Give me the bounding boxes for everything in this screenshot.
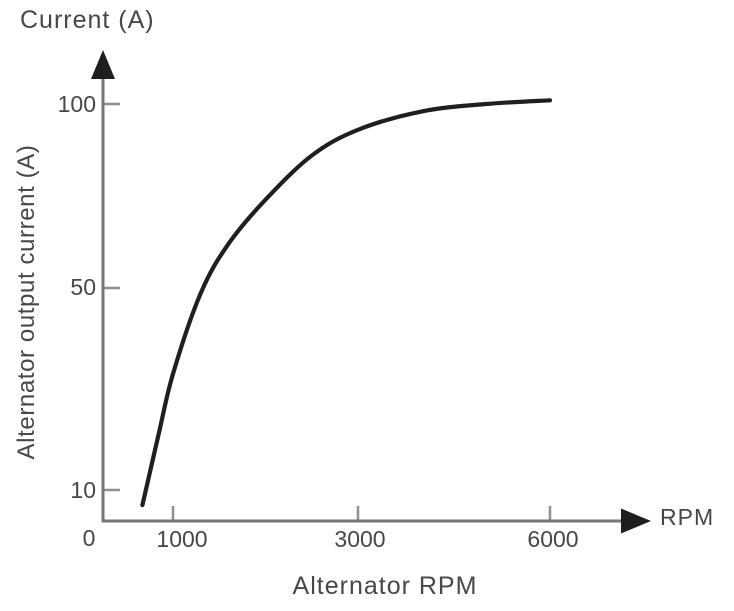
x-tick-label-1000: 1000 [156, 526, 208, 552]
x-axis-title: Alternator RPM [292, 572, 478, 600]
x-tick-label-6000: 6000 [527, 526, 579, 552]
y-tick-label-10: 10 [70, 477, 96, 503]
chart-title: Current (A) [20, 6, 155, 34]
y-tick-label-100: 100 [57, 91, 96, 117]
x-origin-label: 0 [82, 525, 96, 551]
data-curve [140, 98, 553, 508]
x-tick-label-3000: 3000 [334, 526, 386, 552]
x-axis-unit-label: RPM [660, 504, 715, 530]
x-axis-arrow-icon [621, 508, 651, 534]
y-axis-arrow-icon [91, 50, 115, 79]
y-tick-label-50: 50 [70, 274, 96, 300]
